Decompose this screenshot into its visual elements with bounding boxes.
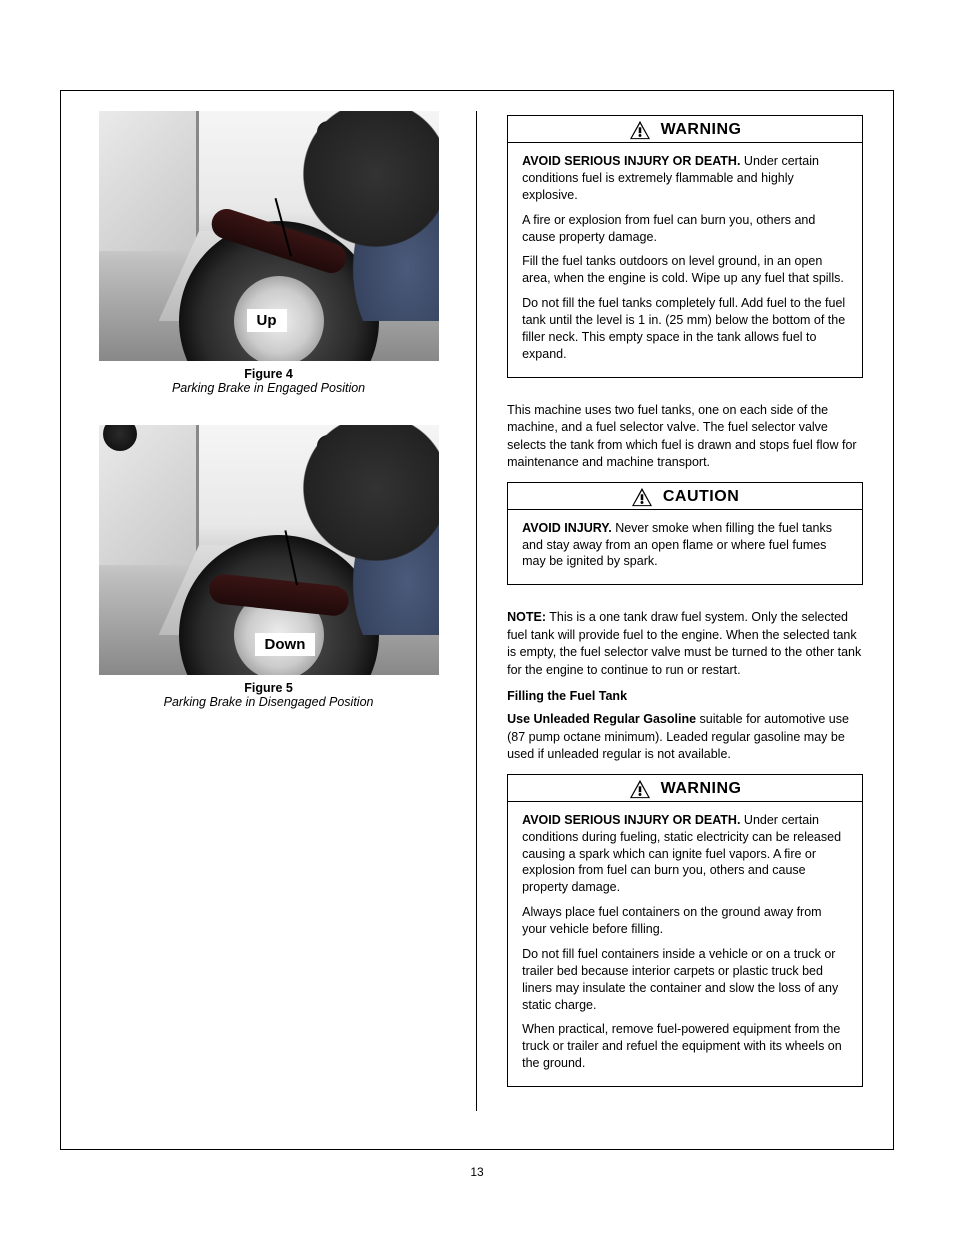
warning-2-b1: Always place fuel containers on the grou… [522,904,848,938]
warning-1-body: AVOID SERIOUS INJURY OR DEATH. Under cer… [508,143,862,377]
mower-body-shape [99,425,199,565]
warning-1-header: WARNING [508,116,862,143]
note-1-label: NOTE: [507,610,546,624]
warning-2-p1-lead: AVOID SERIOUS INJURY OR DEATH. [522,813,740,827]
warning-2-b3: When practical, remove fuel-powered equi… [522,1021,848,1072]
figure-5-photo: Down [99,425,439,675]
use-gasoline: Use Unleaded Regular Gasoline suitable f… [507,711,863,764]
page-number: 13 [470,1165,483,1179]
caution-1-title: CAUTION [663,488,739,506]
figure-5: Down Figure 5 Parking Brake in Disengage… [91,425,446,709]
figure-4-caption: Figure 4 Parking Brake in Engaged Positi… [91,367,446,395]
figure-4: Up Figure 4 Parking Brake in Engaged Pos… [91,111,446,395]
warning-2-header: WARNING [508,775,862,802]
warning-2-title: WARNING [661,780,742,798]
use-gasoline-lead: Use Unleaded Regular Gasoline [507,712,696,726]
two-column-layout: Up Figure 4 Parking Brake in Engaged Pos… [91,111,863,1111]
warning-box-2: WARNING AVOID SERIOUS INJURY OR DEATH. U… [507,774,863,1087]
note-paragraph: NOTE: This is a one tank draw fuel syste… [507,609,863,679]
warning-1-p2: A fire or explosion from fuel can burn y… [522,212,848,246]
callout-label-down: Down [255,633,316,656]
warning-1-p4: Do not fill the fuel tanks completely fu… [522,295,848,363]
alert-icon [631,487,653,507]
figure-4-photo: Up [99,111,439,361]
warning-1-p1-lead: AVOID SERIOUS INJURY OR DEATH. [522,154,740,168]
warning-box-1: WARNING AVOID SERIOUS INJURY OR DEATH. U… [507,115,863,378]
warning-1-p3: Fill the fuel tanks outdoors on level gr… [522,253,848,287]
note-1-text: This is a one tank draw fuel system. Onl… [507,610,861,677]
caution-1-body: AVOID INJURY. Never smoke when filling t… [508,510,862,585]
use-gasoline-paragraph: Use Unleaded Regular Gasoline suitable f… [507,711,863,764]
callout-label-up: Up [247,309,287,332]
note-1: NOTE: This is a one tank draw fuel syste… [507,609,863,679]
section-heading-fill-tank: Filling the Fuel Tank [507,689,863,703]
caution-1-header: CAUTION [508,483,862,510]
figure-5-name: Figure 5 [244,681,293,695]
mower-body-shape [99,111,199,251]
right-column: WARNING AVOID SERIOUS INJURY OR DEATH. U… [507,111,863,1111]
left-column: Up Figure 4 Parking Brake in Engaged Pos… [91,111,446,1111]
warning-2-body: AVOID SERIOUS INJURY OR DEATH. Under cer… [508,802,862,1086]
alert-icon [629,779,651,799]
caution-box-1: CAUTION AVOID INJURY. Never smoke when f… [507,482,863,586]
paragraph-fuel-tanks: This machine uses two fuel tanks, one on… [507,402,863,472]
figure-4-name: Figure 4 [244,367,293,381]
page-frame: Up Figure 4 Parking Brake in Engaged Pos… [60,90,894,1150]
column-divider [476,111,477,1111]
figure-4-desc: Parking Brake in Engaged Position [172,381,365,395]
caution-1-p1: AVOID INJURY. Never smoke when filling t… [522,520,848,571]
warning-1-title: WARNING [661,121,742,139]
figure-5-caption: Figure 5 Parking Brake in Disengaged Pos… [91,681,446,709]
alert-icon [629,120,651,140]
warning-2-p1: AVOID SERIOUS INJURY OR DEATH. Under cer… [522,812,848,896]
warning-2-b2: Do not fill fuel containers inside a veh… [522,946,848,1014]
fuel-tanks-text: This machine uses two fuel tanks, one on… [507,402,863,472]
figure-5-desc: Parking Brake in Disengaged Position [164,695,374,709]
caution-1-p1-lead: AVOID INJURY. [522,521,612,535]
warning-1-p1: AVOID SERIOUS INJURY OR DEATH. Under cer… [522,153,848,204]
operator-silhouette-shape [229,111,439,321]
